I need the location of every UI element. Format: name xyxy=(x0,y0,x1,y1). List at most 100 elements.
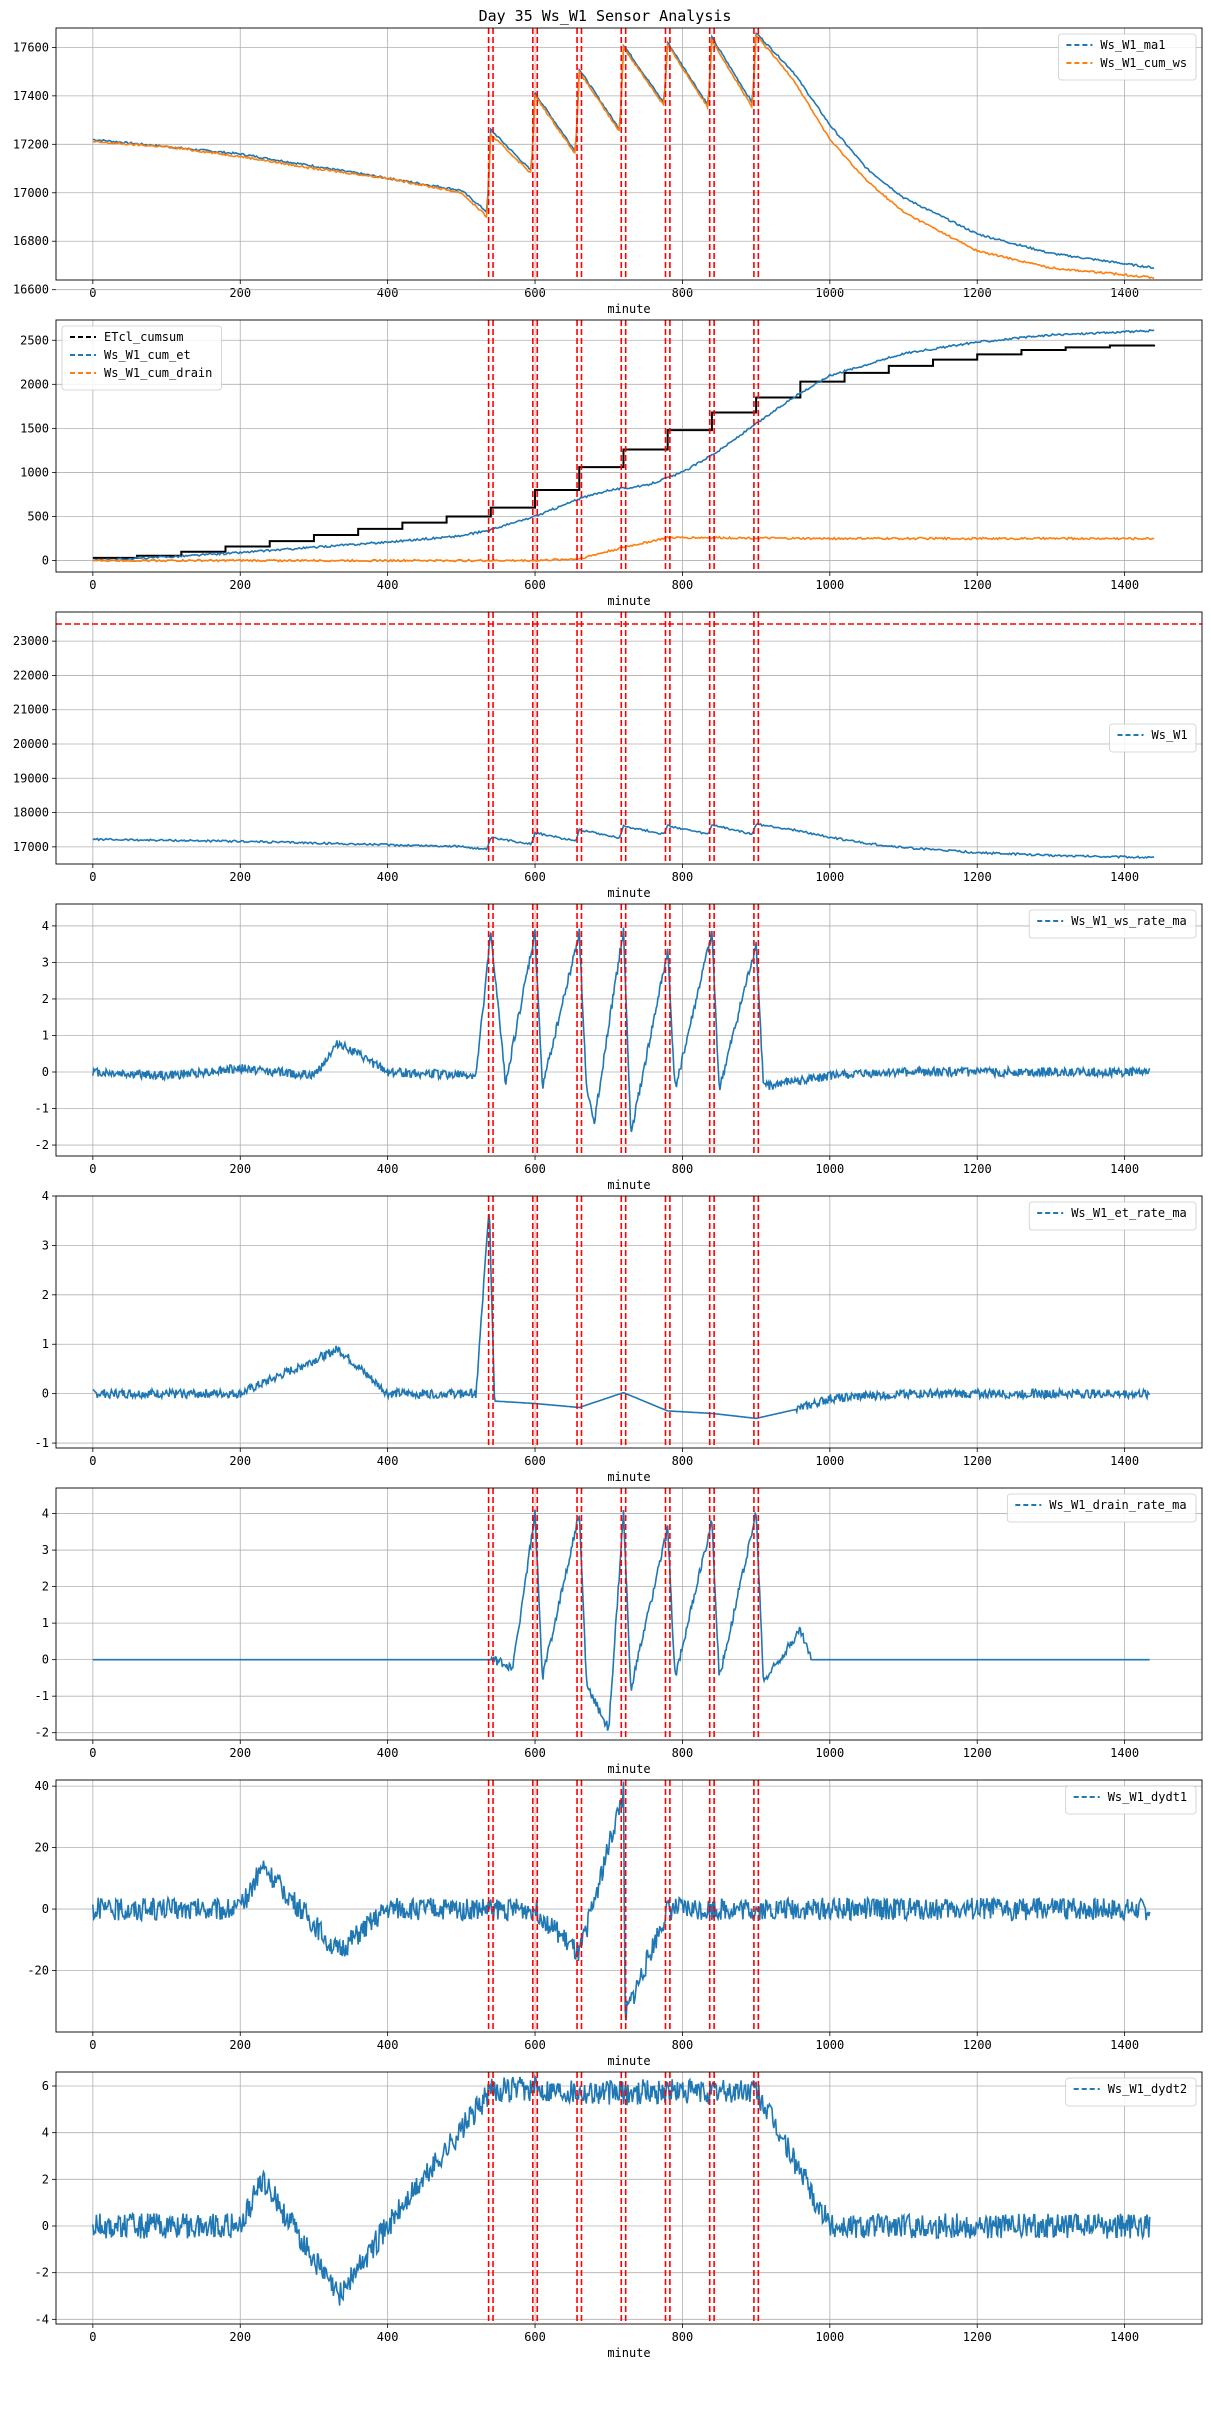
y-tick-label: -2 xyxy=(35,1138,49,1152)
y-tick-label: 22000 xyxy=(13,668,49,682)
x-tick-label: 800 xyxy=(672,1746,694,1760)
plot-area xyxy=(56,612,1202,864)
y-tick-label: 2000 xyxy=(20,377,49,391)
legend: Ws_W1_ws_rate_ma xyxy=(1028,909,1197,939)
legend-box xyxy=(1058,33,1197,81)
x-tick-label: 600 xyxy=(524,2038,546,2052)
x-axis-label: minute xyxy=(607,1178,650,1192)
x-tick-label: 1000 xyxy=(815,2038,844,2052)
legend: Ws_W1_ma1 Ws_W1_cum_ws xyxy=(1058,33,1197,81)
x-tick-label: 1000 xyxy=(815,578,844,592)
plot-content xyxy=(92,1488,1150,1740)
x-axis-label: minute xyxy=(607,2346,650,2360)
y-tick-label: -4 xyxy=(35,2312,49,2326)
plot-content xyxy=(92,28,1155,280)
y-tick-label: 0 xyxy=(42,1653,49,1667)
y-tick-label: 1000 xyxy=(20,465,49,479)
y-tick-label: 21000 xyxy=(13,703,49,717)
chart-panel-5: 0 200 400 600 800 1000 1200 1400 -1 0 1 2 3 4 minute Ws… xyxy=(35,1189,1203,1484)
y-tick-label: 17000 xyxy=(13,186,49,200)
y-tick-label: 500 xyxy=(27,509,49,523)
legend-label: Ws_W1_et_rate_ma xyxy=(1071,1206,1187,1220)
legend-box xyxy=(1109,723,1197,753)
y-tick-label: 3 xyxy=(42,1238,49,1252)
x-tick-label: 1200 xyxy=(963,1162,992,1176)
x-tick-label: 1200 xyxy=(963,1454,992,1468)
x-axis-label: minute xyxy=(607,1762,650,1776)
y-tick-label: 16600 xyxy=(13,283,49,297)
x-tick-label: 0 xyxy=(89,2330,96,2344)
y-tick-label: 1 xyxy=(42,1028,49,1042)
axes-frame xyxy=(55,319,1203,573)
series-line-Ws_W1 xyxy=(92,822,1155,859)
legend-label: ETcl_cumsum xyxy=(104,330,183,344)
series-line-Ws_W1_cum_drain xyxy=(92,535,1155,563)
x-tick-label: 600 xyxy=(524,2330,546,2344)
y-tick-label: 1 xyxy=(42,1337,49,1351)
plot-content xyxy=(92,320,1156,572)
plot-area xyxy=(56,2072,1202,2324)
axes-frame xyxy=(55,611,1203,865)
x-tick-label: 800 xyxy=(672,578,694,592)
x-tick-label: 1400 xyxy=(1110,578,1139,592)
x-tick-label: 600 xyxy=(524,286,546,300)
x-axis-label: minute xyxy=(607,302,650,316)
x-tick-label: 400 xyxy=(377,578,399,592)
x-tick-label: 1000 xyxy=(815,1162,844,1176)
axes-frame xyxy=(55,2071,1203,2325)
x-tick-label: 600 xyxy=(524,870,546,884)
y-tick-label: 1500 xyxy=(20,421,49,435)
x-axis-label: minute xyxy=(607,2054,650,2068)
series-line-ETcl_cumsum xyxy=(92,344,1156,559)
x-tick-label: 1400 xyxy=(1110,2038,1139,2052)
x-tick-label: 600 xyxy=(524,578,546,592)
x-tick-label: 0 xyxy=(89,1162,96,1176)
x-tick-label: 1400 xyxy=(1110,1454,1139,1468)
series-line-Ws_W1_et_rate_ma xyxy=(92,1213,1151,1420)
x-tick-label: 1000 xyxy=(815,1746,844,1760)
legend: Ws_W1_dydt2 xyxy=(1065,2077,1197,2107)
y-tick-label: 2500 xyxy=(20,333,49,347)
legend-label: Ws_W1_cum_drain xyxy=(104,366,212,380)
y-tick-label: 17600 xyxy=(13,40,49,54)
legend-label: Ws_W1 xyxy=(1152,728,1188,742)
x-tick-label: 1200 xyxy=(963,286,992,300)
y-tick-label: 3 xyxy=(42,955,49,969)
legend-box xyxy=(1028,1201,1197,1231)
x-tick-label: 1400 xyxy=(1110,1162,1139,1176)
y-tick-label: 23000 xyxy=(13,634,49,648)
y-tick-label: 18000 xyxy=(13,806,49,820)
chart-panel-1: 0 200 400 600 800 1000 1200 1400 16600 16800 17000… xyxy=(13,27,1203,316)
y-tick-label: -2 xyxy=(35,1726,49,1740)
x-tick-label: 1200 xyxy=(963,1746,992,1760)
y-tick-label: 3 xyxy=(42,1543,49,1557)
plot-content xyxy=(92,904,1151,1156)
y-tick-label: 2 xyxy=(42,2172,49,2186)
x-tick-label: 600 xyxy=(524,1454,546,1468)
plot-area xyxy=(56,1196,1202,1448)
x-tick-label: 800 xyxy=(672,1454,694,1468)
x-tick-label: 200 xyxy=(229,1454,251,1468)
axes-frame xyxy=(55,903,1203,1157)
y-tick-label: 6 xyxy=(42,2079,49,2093)
legend-label: Ws_W1_ma1 xyxy=(1100,38,1165,52)
legend: Ws_W1_drain_rate_ma xyxy=(1006,1493,1197,1523)
x-tick-label: 1400 xyxy=(1110,1746,1139,1760)
x-tick-label: 200 xyxy=(229,286,251,300)
legend: Ws_W1 xyxy=(1109,723,1197,753)
y-tick-label: 0 xyxy=(42,1065,49,1079)
y-tick-label: 4 xyxy=(42,1507,49,1521)
x-tick-label: 400 xyxy=(377,1454,399,1468)
x-tick-label: 600 xyxy=(524,1746,546,1760)
x-tick-label: 1000 xyxy=(815,1454,844,1468)
legend-box xyxy=(1006,1493,1197,1523)
x-tick-label: 1400 xyxy=(1110,870,1139,884)
axes-frame xyxy=(55,1779,1203,2033)
legend: Ws_W1_dydt1 xyxy=(1065,1785,1197,1815)
y-tick-label: 40 xyxy=(35,1779,49,1793)
x-tick-label: 0 xyxy=(89,578,96,592)
chart-panel-7: 0 200 400 600 800 1000 1200 1400 -20 0 20 40 minute W… xyxy=(27,1779,1203,2068)
chart-panel-3: 0 200 400 600 800 1000 1200 1400 17000 18000 19000… xyxy=(13,611,1203,900)
x-axis-label: minute xyxy=(607,886,650,900)
y-tick-label: 4 xyxy=(42,919,49,933)
